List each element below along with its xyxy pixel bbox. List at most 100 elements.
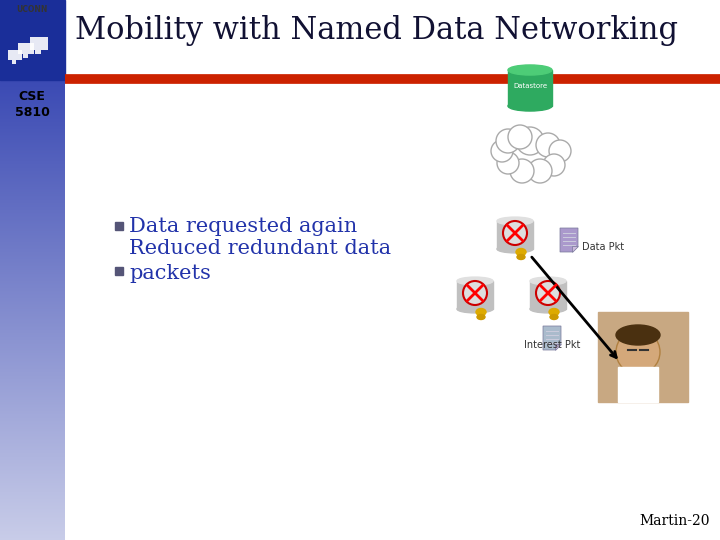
Bar [0,9,65,10]
Bar [0,16,65,17]
Bar [0,156,65,157]
Bar [0,20,65,21]
Bar [0,460,65,461]
Bar [0,346,65,347]
Bar [189,75,194,82]
Bar [0,188,65,189]
Bar [0,409,65,410]
Bar [0,247,65,248]
Bar [0,387,65,388]
Bar [0,536,65,537]
Bar [0,135,65,136]
Bar [238,75,243,82]
Bar [386,75,390,82]
Bar [0,481,65,482]
Bar [0,485,65,486]
Bar [0,112,65,113]
Bar [0,446,65,447]
Bar [354,75,357,82]
Bar [0,154,65,155]
Bar [0,403,65,404]
Bar [0,267,65,268]
Bar [0,120,65,121]
Bar [0,214,65,215]
Bar [0,415,65,416]
Bar [0,179,65,180]
Bar [680,75,685,82]
Bar [0,400,65,401]
Bar [0,321,65,322]
Bar [654,75,659,82]
Bar [0,441,65,442]
Bar [0,292,65,293]
Bar [508,70,552,106]
Bar [0,281,65,282]
Bar [222,75,227,82]
Bar [0,166,65,167]
Bar [714,75,718,82]
Bar [212,75,217,82]
Bar [0,29,65,30]
Bar [0,61,65,62]
Bar [0,246,65,247]
Bar [0,183,65,184]
Bar [0,420,65,421]
Bar [0,151,65,152]
Bar [0,149,65,150]
Bar [0,141,65,142]
Bar [379,75,384,82]
Bar [0,270,65,271]
Bar [517,75,521,82]
Bar [124,75,128,82]
Bar [448,75,452,82]
Bar [0,386,65,387]
Bar [0,401,65,402]
Bar [0,461,65,462]
Bar [0,0,65,80]
Bar [0,122,65,123]
Bar [510,75,515,82]
Bar [612,75,616,82]
Bar [94,75,99,82]
Bar [0,391,65,392]
Bar [0,349,65,350]
Bar [0,338,65,339]
Bar [0,7,65,8]
Bar [0,501,65,502]
Bar [340,75,344,82]
Bar [0,56,65,57]
Bar [196,75,200,82]
Bar [153,75,158,82]
Bar [0,465,65,466]
Bar [0,228,65,229]
Circle shape [536,133,560,157]
Bar [0,30,65,31]
Bar [0,325,65,326]
Bar [0,521,65,522]
Bar [0,404,65,405]
Bar [0,233,65,234]
Bar [0,168,65,169]
Bar [0,455,65,456]
Bar [0,436,65,437]
Bar [0,489,65,490]
Bar [0,422,65,423]
Bar [0,480,65,481]
Ellipse shape [550,314,558,320]
Bar [0,253,65,254]
Polygon shape [543,326,561,350]
Bar [343,75,348,82]
Bar [0,499,65,500]
Bar [242,75,246,82]
Bar [0,31,65,32]
Bar [0,68,65,69]
Bar [494,75,498,82]
Bar [304,75,308,82]
Bar [638,75,642,82]
Bar [0,331,65,332]
Bar [0,454,65,455]
Bar [0,504,65,505]
Bar [0,69,65,70]
Bar [0,438,65,439]
Bar [0,467,65,468]
